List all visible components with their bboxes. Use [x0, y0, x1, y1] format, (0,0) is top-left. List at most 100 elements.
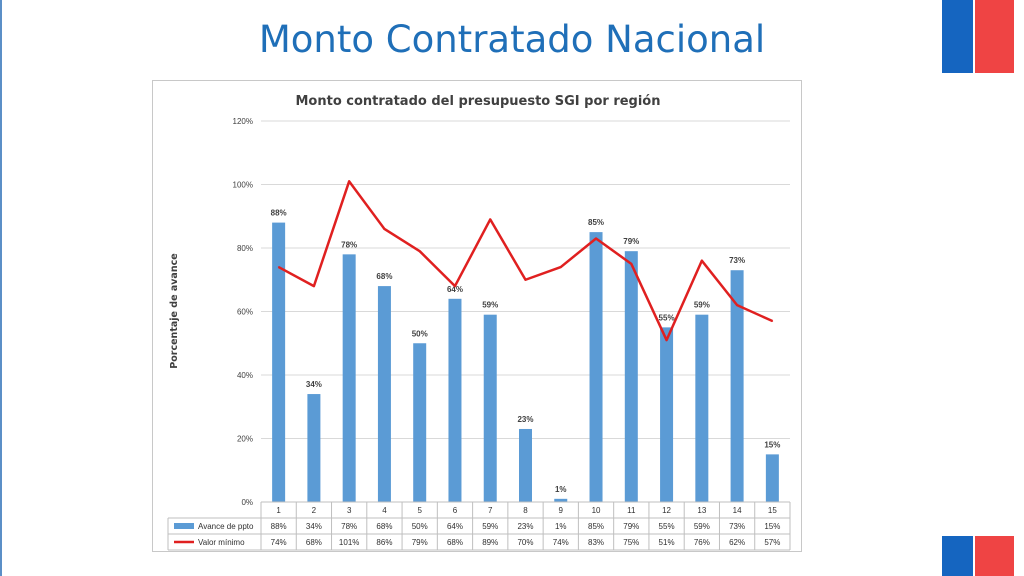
y-tick-label: 60%: [237, 308, 253, 317]
bar-data-label: 23%: [517, 415, 533, 424]
bar-data-label: 73%: [729, 256, 745, 265]
y-axis-label: Porcentaje de avance: [169, 253, 180, 368]
table-cell-avance: 15%: [764, 522, 780, 531]
line-point: [489, 218, 492, 221]
line-point: [313, 285, 315, 287]
bar-data-label: 1%: [555, 485, 567, 494]
table-cell-avance: 55%: [659, 522, 675, 531]
bar-data-label: 34%: [306, 380, 322, 389]
bar: [730, 270, 744, 502]
table-cell-avance: 85%: [588, 522, 604, 531]
x-tick-label: 7: [488, 506, 493, 515]
table-cell-avance: 50%: [412, 522, 428, 531]
bar: [519, 428, 532, 502]
table-cell-avance: 79%: [623, 522, 639, 531]
bar: [413, 343, 427, 502]
bar: [765, 454, 779, 502]
table-cell-valor-minimo: 79%: [412, 538, 428, 547]
table-cell-valor-minimo: 74%: [553, 538, 569, 547]
x-tick-label: 4: [382, 506, 387, 515]
x-tick-label: 1: [276, 506, 281, 515]
table-cell-avance: 88%: [271, 522, 287, 531]
bar: [342, 254, 356, 502]
table-cell-avance: 68%: [376, 522, 392, 531]
bar: [695, 314, 709, 502]
y-tick-label: 100%: [233, 181, 253, 190]
table-cell-valor-minimo: 68%: [447, 538, 463, 547]
table-cell-avance: 59%: [694, 522, 710, 531]
table-cell-avance: 34%: [306, 522, 322, 531]
bar: [272, 222, 286, 502]
x-tick-label: 10: [592, 506, 601, 515]
line-point: [665, 339, 668, 341]
table-cell-valor-minimo: 75%: [623, 538, 639, 547]
bar: [307, 394, 321, 502]
bar: [554, 498, 568, 502]
y-tick-label: 0%: [241, 498, 253, 507]
line-point: [383, 228, 386, 230]
x-tick-label: 13: [697, 506, 706, 515]
bar: [483, 314, 497, 502]
flag-red-stripe: [975, 536, 1014, 576]
slide-title: Monto Contratado Nacional: [258, 18, 766, 61]
bar-data-label: 59%: [694, 301, 710, 310]
table-cell-avance: 59%: [482, 522, 498, 531]
bar: [377, 286, 391, 502]
x-tick-label: 14: [733, 506, 742, 515]
bar-data-label: 59%: [482, 301, 498, 310]
y-tick-label: 20%: [237, 435, 253, 444]
bar-data-label: 50%: [412, 329, 428, 338]
chart-title: Monto contratado del presupuesto SGI por…: [296, 94, 661, 109]
table-cell-avance: 78%: [341, 522, 357, 531]
line-point: [595, 237, 597, 240]
bar-data-label: 79%: [623, 237, 639, 246]
x-tick-label: 8: [523, 506, 528, 515]
line-point: [418, 250, 421, 252]
line-point: [630, 263, 633, 265]
bar-data-label: 88%: [271, 209, 287, 218]
x-tick-label: 5: [417, 506, 422, 515]
line-point: [524, 278, 527, 281]
table-cell-valor-minimo: 68%: [306, 538, 322, 547]
x-tick-label: 11: [627, 506, 636, 515]
table-cell-valor-minimo: 101%: [339, 538, 359, 547]
table-cell-valor-minimo: 70%: [517, 538, 533, 547]
table-cell-valor-minimo: 74%: [271, 538, 287, 547]
bar: [589, 232, 603, 502]
x-tick-label: 3: [347, 506, 352, 515]
flag-red-stripe: [975, 0, 1014, 73]
legend-label-valor-minimo: Valor mínimo: [198, 538, 245, 547]
y-tick-label: 120%: [233, 117, 253, 126]
bar-data-label: 64%: [447, 285, 463, 294]
line-point: [701, 259, 703, 262]
table-cell-valor-minimo: 76%: [694, 538, 710, 547]
table-cell-avance: 1%: [555, 522, 567, 531]
table-cell-valor-minimo: 83%: [588, 538, 604, 547]
bar: [624, 251, 638, 502]
table-cell-valor-minimo: 51%: [659, 538, 675, 547]
table-cell-avance: 73%: [729, 522, 745, 531]
x-tick-label: 15: [768, 506, 777, 515]
chart-svg: Monto contratado del presupuesto SGI por…: [167, 94, 791, 551]
x-tick-label: 9: [559, 506, 564, 515]
chile-flag-logo-top: [942, 0, 1014, 73]
flag-blue-stripe: [942, 536, 973, 576]
x-tick-label: 2: [312, 506, 317, 515]
line-point: [559, 266, 562, 268]
y-tick-label: 40%: [237, 371, 253, 380]
bar-data-label: 78%: [341, 240, 357, 249]
table-cell-valor-minimo: 86%: [376, 538, 392, 547]
table-cell-avance: 23%: [517, 522, 533, 531]
line-point: [277, 266, 280, 268]
slide-left-border: [0, 0, 2, 576]
x-tick-label: 6: [453, 506, 458, 515]
table-cell-valor-minimo: 89%: [482, 538, 498, 547]
bar-data-label: 85%: [588, 218, 604, 227]
flag-blue-stripe: [942, 0, 973, 73]
bar-data-label: 68%: [376, 272, 392, 281]
table-cell-valor-minimo: 62%: [729, 538, 745, 547]
chart-container: Monto contratado del presupuesto SGI por…: [152, 80, 802, 552]
chile-flag-logo-bottom: [942, 536, 1014, 576]
legend-key-bar: [174, 523, 194, 529]
line-point: [736, 304, 738, 306]
